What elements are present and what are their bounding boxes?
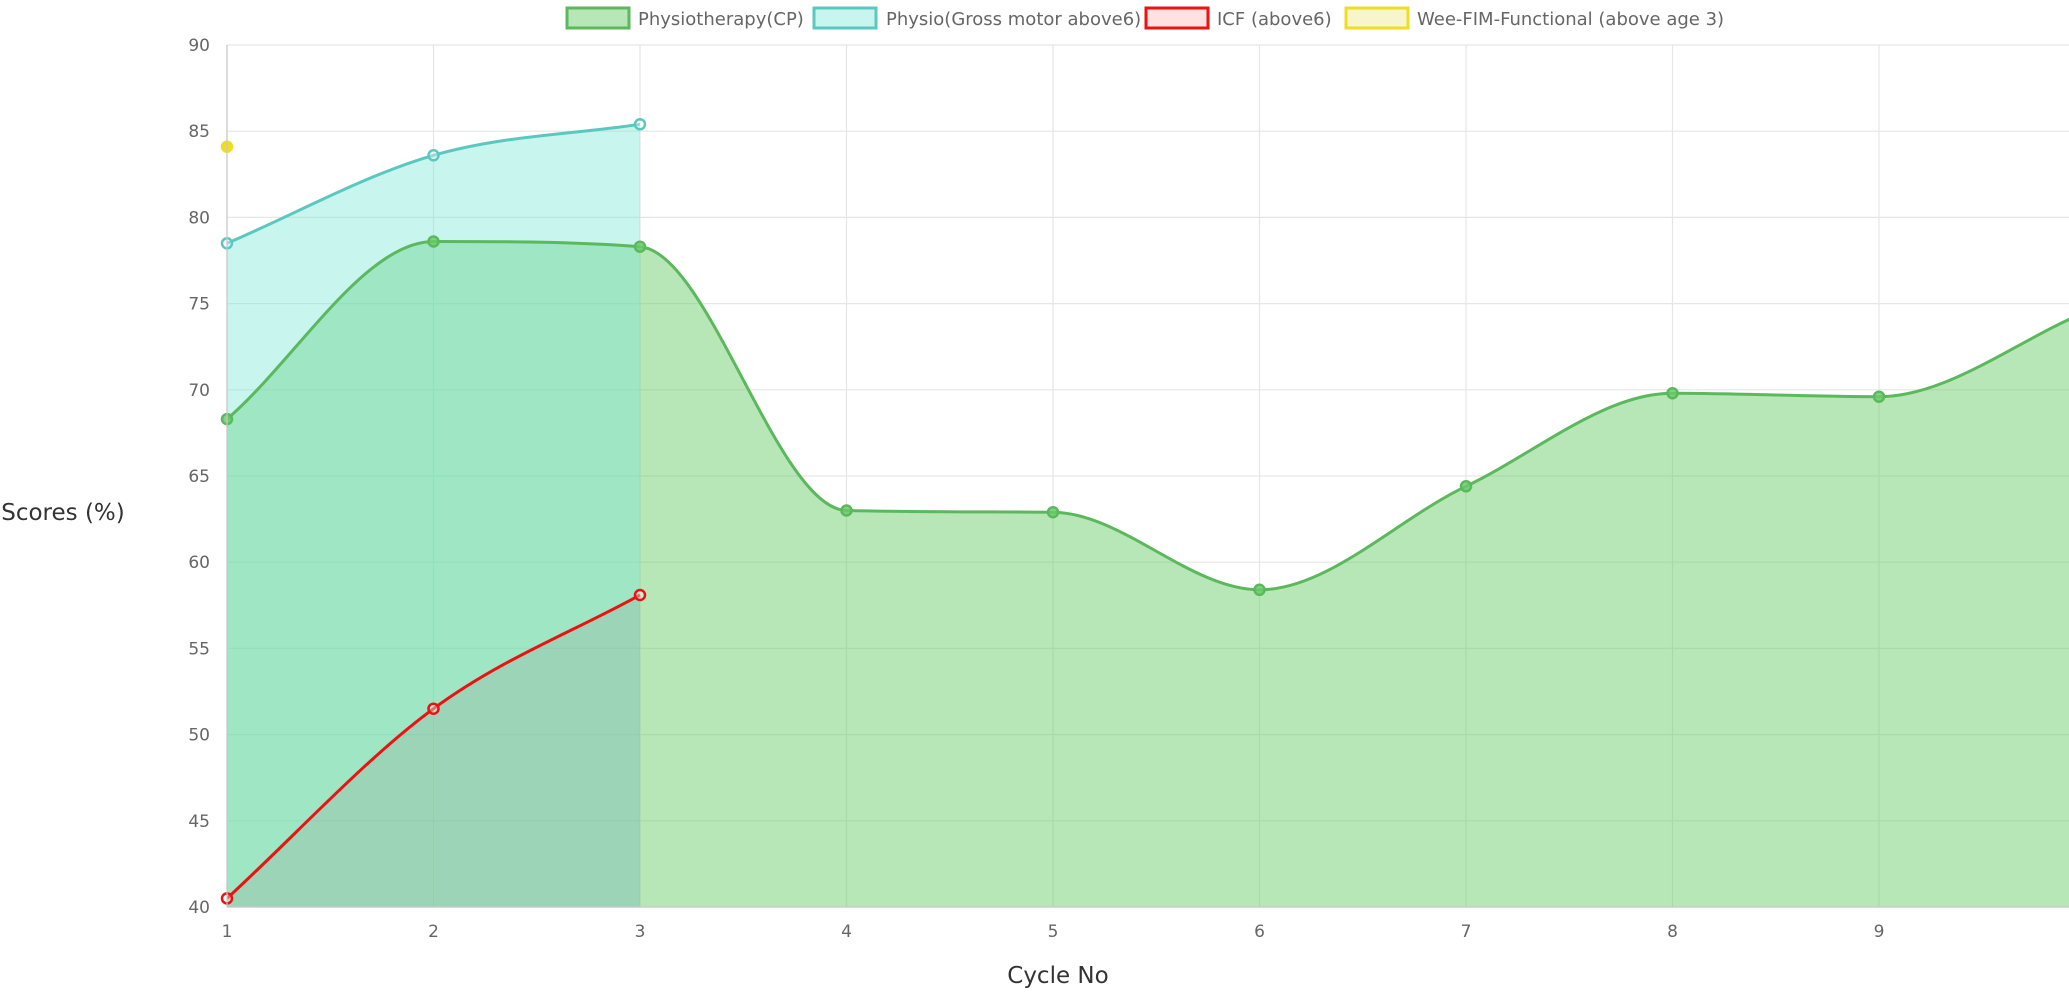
- x-tick-label: 8: [1667, 922, 1678, 942]
- legend-item[interactable]: Physio(Gross motor above6): [812, 6, 1141, 30]
- data-point[interactable]: [1666, 386, 1679, 400]
- x-tick-label: 2: [428, 922, 439, 942]
- legend-label: Physio(Gross motor above6): [886, 9, 1141, 30]
- series-area: [227, 124, 640, 908]
- legend-swatch: [1344, 6, 1410, 30]
- legend-swatch: [565, 6, 631, 30]
- legend-label: Physiotherapy(CP): [638, 9, 804, 30]
- x-tick-label: 6: [1254, 922, 1265, 942]
- legend[interactable]: Physiotherapy(CP) Physio(Gross motor abov…: [565, 6, 1724, 30]
- legend-item[interactable]: ICF (above6): [1144, 6, 1332, 30]
- data-point[interactable]: [1459, 480, 1473, 493]
- legend-item[interactable]: Physiotherapy(CP): [565, 6, 804, 30]
- x-tick-label: 4: [841, 922, 852, 942]
- series-line: [227, 593, 641, 900]
- y-tick-label: 55: [188, 639, 210, 659]
- legend-item[interactable]: Wee-FIM-Functional (above age 3): [1344, 6, 1724, 30]
- legend-label: ICF (above6): [1217, 9, 1332, 30]
- data-point[interactable]: [427, 149, 440, 162]
- data-point[interactable]: [1253, 583, 1266, 597]
- x-tick-label: 1: [222, 922, 233, 942]
- y-tick-label: 80: [188, 208, 210, 228]
- y-tick-label: 75: [188, 295, 210, 315]
- y-tick-label: 70: [188, 381, 210, 401]
- series-fills: [227, 124, 2069, 908]
- y-tick-label: 40: [188, 898, 210, 918]
- series-points: [220, 118, 1886, 905]
- x-tick-label: 5: [1048, 922, 1059, 942]
- x-tick-label: 3: [635, 922, 646, 942]
- series-line: [227, 122, 641, 245]
- x-tick-label: 9: [1874, 922, 1885, 942]
- series-lines: [227, 122, 2069, 900]
- y-tick-label: 65: [188, 467, 210, 487]
- data-point[interactable]: [840, 504, 853, 517]
- data-point[interactable]: [1046, 505, 1060, 519]
- data-point[interactable]: [427, 702, 440, 715]
- y-tick-label: 45: [188, 812, 210, 832]
- data-point[interactable]: [633, 240, 647, 253]
- legend-swatch: [812, 6, 878, 30]
- y-tick-label: 90: [188, 36, 210, 56]
- data-point[interactable]: [633, 588, 647, 602]
- legend-label: Wee-FIM-Functional (above age 3): [1417, 9, 1724, 30]
- x-tick-label: 7: [1461, 922, 1472, 942]
- data-point[interactable]: [427, 235, 440, 248]
- y-tick-label: 85: [188, 122, 210, 142]
- data-point[interactable]: [1872, 390, 1886, 403]
- series-line: [227, 240, 2069, 592]
- y-tick-label: 50: [188, 726, 210, 746]
- data-point[interactable]: [633, 118, 647, 131]
- x-axis-title: Cycle No: [1007, 963, 1108, 989]
- series-area: [227, 595, 640, 907]
- series-area: [227, 241, 2069, 907]
- y-axis-title: Scores (%): [1, 500, 125, 526]
- y-tick-label: 60: [188, 553, 210, 573]
- legend-swatch: [1144, 6, 1210, 30]
